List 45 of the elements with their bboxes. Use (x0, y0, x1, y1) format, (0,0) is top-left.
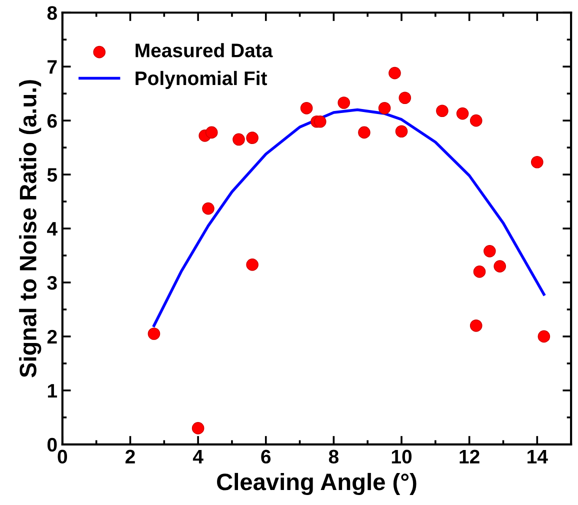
y-tick-label: 7 (48, 60, 57, 74)
point (470, 320, 482, 332)
point (436, 104, 448, 118)
x-tick-label: 8 (328, 450, 339, 464)
y-tick-label: 3 (47, 276, 57, 290)
legend-label: Polynomial Fit (136, 70, 268, 90)
point (530, 156, 544, 168)
y-tick-label: 6 (47, 114, 57, 128)
x-tick-label: 10 (392, 450, 412, 464)
point (456, 107, 469, 120)
point (398, 92, 412, 104)
point (388, 66, 401, 80)
x-tick-label: 12 (460, 450, 480, 464)
y-tick-label: 0 (48, 438, 57, 452)
point (338, 96, 350, 109)
point (314, 115, 326, 128)
y-tick-label: 8 (47, 6, 57, 20)
point (246, 258, 258, 271)
point (205, 126, 218, 139)
y-axis-title: Signal to Noise Ratio (a.u.) (19, 80, 42, 378)
x-tick-label: 2 (126, 450, 135, 464)
y-tick-label: 1 (48, 384, 58, 398)
point (358, 126, 370, 139)
point (484, 245, 496, 258)
point (202, 202, 214, 215)
x-tick-label: 0 (58, 450, 68, 464)
x-axis-title: Cleaving Angle (°) (217, 472, 416, 496)
y-tick-label: 5 (47, 168, 58, 182)
x-tick-label: 6 (261, 450, 271, 464)
point (473, 266, 486, 278)
legend-label: Measured Data (136, 43, 273, 58)
point (300, 102, 313, 114)
point (494, 260, 506, 272)
point (148, 328, 160, 340)
point (395, 125, 408, 138)
point (232, 133, 245, 146)
y-tick-label: 4 (47, 222, 58, 236)
point (538, 330, 550, 343)
point (470, 114, 482, 127)
x-tick-label: 14 (528, 450, 548, 464)
point (246, 132, 258, 144)
x-tick-label: 4 (192, 450, 204, 464)
point (192, 422, 204, 434)
y-tick-label: 2 (47, 330, 57, 344)
point (378, 102, 391, 114)
